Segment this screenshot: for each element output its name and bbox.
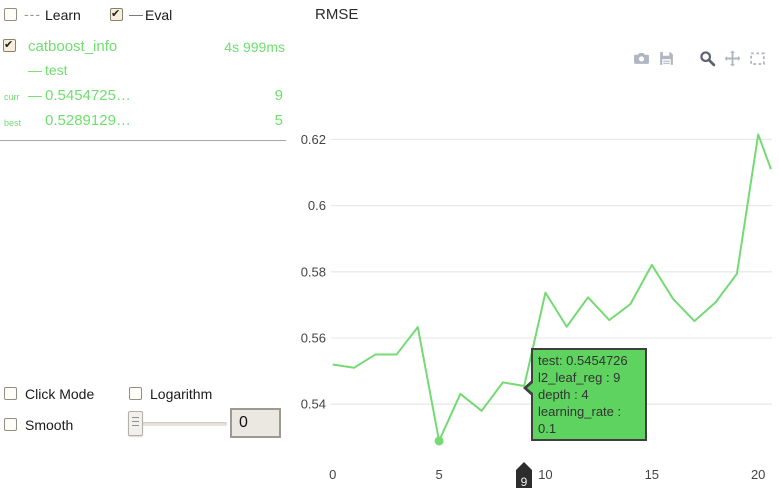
best-label: best bbox=[4, 118, 22, 128]
eval-toggle-label[interactable]: Eval bbox=[145, 7, 173, 23]
check-icon: ✔ bbox=[111, 8, 121, 20]
plot-modebar bbox=[633, 50, 766, 67]
learn-checkbox[interactable] bbox=[4, 8, 17, 21]
check-icon: ✔ bbox=[4, 39, 14, 51]
tooltip-l2-leaf-reg: l2_leaf_reg : 9 bbox=[538, 370, 621, 385]
grip-icon bbox=[132, 417, 139, 427]
sidebar-divider bbox=[0, 140, 286, 141]
smooth-slider-track[interactable] bbox=[141, 422, 227, 426]
click-mode-checkbox[interactable] bbox=[4, 387, 17, 400]
camera-icon[interactable] bbox=[633, 50, 650, 67]
chart-panel: RMSE bbox=[290, 0, 779, 490]
run-elapsed-time: 4s 999ms bbox=[224, 39, 285, 55]
click-mode-label[interactable]: Click Mode bbox=[25, 386, 95, 402]
tooltip-test-value: test: 0.5454726 bbox=[538, 353, 628, 368]
smooth-slider-handle[interactable] bbox=[128, 411, 143, 436]
zoom-icon[interactable] bbox=[699, 50, 716, 67]
run-name[interactable]: catboost_info bbox=[28, 38, 118, 55]
curr-iteration: 9 bbox=[274, 87, 283, 104]
curr-label: curr bbox=[4, 92, 20, 102]
save-icon[interactable] bbox=[658, 50, 675, 67]
best-value: 0.5289129… bbox=[45, 112, 131, 129]
box-select-icon[interactable] bbox=[749, 50, 766, 67]
pan-icon[interactable] bbox=[724, 50, 741, 67]
x-axis-iteration-tag: 9 bbox=[516, 462, 532, 488]
hover-tooltip: test: 0.5454726 l2_leaf_reg : 9 depth : … bbox=[523, 348, 647, 441]
learn-toggle-label[interactable]: Learn bbox=[45, 7, 81, 23]
sidebar: --- Learn ✔ — Eval ✔ catboost_info 4s 99… bbox=[0, 0, 290, 490]
eval-checkbox[interactable]: ✔ bbox=[110, 8, 123, 21]
best-iteration: 5 bbox=[274, 112, 283, 129]
smooth-checkbox[interactable] bbox=[4, 418, 17, 431]
learn-dash-sample: --- bbox=[24, 6, 41, 22]
tooltip-learning-rate: learning_rate : 0.1 bbox=[538, 404, 622, 436]
logarithm-label[interactable]: Logarithm bbox=[150, 386, 213, 402]
eval-dash-sample: — bbox=[129, 6, 143, 22]
tooltip-depth: depth : 4 bbox=[538, 387, 589, 402]
smooth-label[interactable]: Smooth bbox=[25, 417, 74, 433]
chart-title: RMSE bbox=[315, 6, 359, 23]
run-checkbox[interactable]: ✔ bbox=[3, 39, 16, 52]
series-dash: — bbox=[28, 62, 42, 78]
smooth-value-input[interactable] bbox=[230, 408, 281, 438]
series-label: test bbox=[45, 62, 68, 78]
curr-value: 0.5454725… bbox=[45, 87, 131, 104]
logarithm-checkbox[interactable] bbox=[129, 387, 142, 400]
curr-dash: — bbox=[28, 87, 42, 103]
